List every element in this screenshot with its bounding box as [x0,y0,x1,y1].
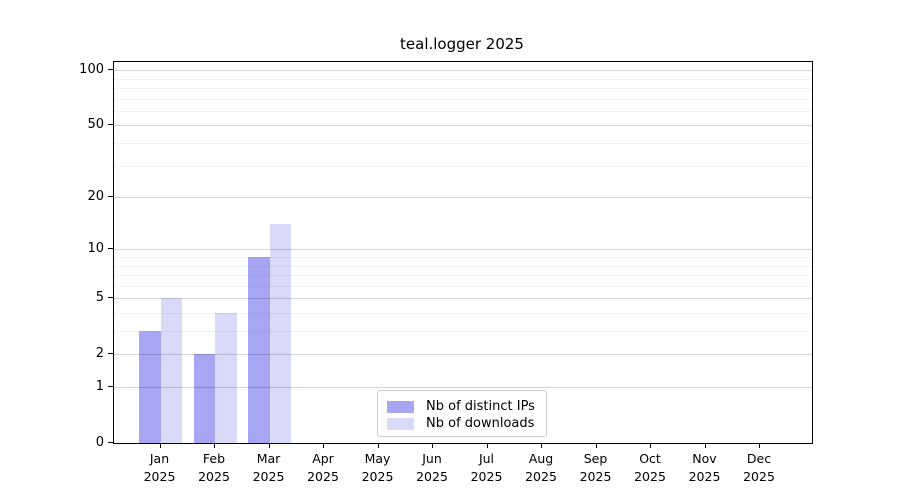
x-tick-year: 2025 [416,469,448,484]
x-tick-mark [704,443,706,448]
x-tick-year: 2025 [470,469,503,484]
x-tick-month: Mar [256,451,281,466]
x-tick-mark [759,443,760,448]
legend-swatch-downloads [387,417,414,430]
legend-item-downloads: Nb of downloads [387,415,537,432]
gridline-major [114,387,812,388]
gridline-major [114,70,812,72]
x-tick-label-nov: Nov 2025 [675,450,735,486]
x-tick-month: Oct [639,451,661,466]
gridline-major [114,298,812,300]
gridline-minor [114,265,812,267]
x-tick-year: 2025 [361,469,394,484]
x-tick-label-jun: Jun 2025 [402,450,462,486]
gridline-major [114,354,812,356]
gridline-minor [114,98,812,100]
y-tick-label: 0 [95,434,104,450]
y-tick-label: 100 [79,61,104,77]
x-tick-mark [214,443,215,448]
bar-feb-distinct-ips [193,354,215,443]
gridline-major [114,197,812,199]
y-tick-label: 50 [87,116,104,132]
x-tick-label-aug: Aug 2025 [511,450,571,486]
x-tick-year: 2025 [252,469,285,484]
bar-jan-distinct-ips [139,331,161,443]
y-tick-label: 1 [95,378,104,394]
x-tick-mark [650,443,651,448]
bar-mar-downloads [269,224,291,443]
gridline-major [114,125,812,127]
x-tick-label-feb: Feb 2025 [184,450,244,486]
legend-swatch-distinct-ips [387,400,414,413]
x-tick-year: 2025 [688,469,721,484]
x-tick-label-apr: Apr 2025 [293,450,353,486]
legend-label-downloads: Nb of downloads [426,416,535,431]
x-tick-month: Sep [583,451,608,466]
gridline-minor [114,257,812,258]
y-tick-mark [108,442,113,443]
gridline-minor [114,165,812,167]
x-tick-mark [159,443,161,448]
x-tick-mark [595,443,597,448]
y-tick-mark [108,353,113,355]
gridline-minor [114,312,812,314]
x-tick-label-sep: Sep 2025 [566,450,626,486]
x-tick-label-jul: Jul 2025 [457,450,517,486]
gridline-minor [114,143,812,145]
x-tick-month: Jan [149,451,170,466]
x-tick-month: Dec [746,451,772,466]
chart-title: teal.logger 2025 [400,35,524,53]
y-tick-label: 20 [87,188,104,204]
x-tick-month: Aug [528,451,554,466]
y-tick-label: 5 [95,289,104,305]
gridline-minor [114,110,812,112]
gridline-minor [114,285,812,287]
y-tick-mark [108,124,113,126]
plot-area [113,61,813,444]
y-tick-label: 10 [87,240,104,256]
x-tick-month: Nov [692,451,717,466]
x-tick-mark [541,443,542,448]
legend: Nb of distinct IPs Nb of downloads [377,390,547,437]
y-tick-label: 2 [95,345,104,361]
y-tick-mark [108,297,113,299]
x-tick-year: 2025 [198,469,230,484]
x-tick-month: Apr [312,451,334,466]
y-tick-mark [108,69,113,71]
x-tick-label-may: May 2025 [348,450,408,486]
x-tick-mark [432,443,433,448]
bar-jan-downloads [160,298,182,443]
x-tick-mark [486,443,488,448]
x-tick-label-jan: Jan 2025 [130,450,190,486]
x-tick-year: 2025 [579,469,612,484]
legend-item-distinct-ips: Nb of distinct IPs [387,398,537,415]
gridline-major [114,249,812,251]
x-tick-year: 2025 [307,469,339,484]
x-tick-year: 2025 [143,469,176,484]
x-tick-mark [268,443,270,448]
x-tick-month: May [364,451,391,466]
x-tick-year: 2025 [743,469,775,484]
x-tick-mark [323,443,324,448]
gridline-minor [114,78,812,80]
bar-mar-distinct-ips [248,257,270,443]
x-tick-label-oct: Oct 2025 [620,450,680,486]
x-tick-year: 2025 [525,469,557,484]
x-tick-mark [377,443,379,448]
gridline-minor [114,331,812,333]
gridline-minor [114,275,812,277]
x-tick-label-mar: Mar 2025 [239,450,299,486]
bar-feb-downloads [215,312,237,443]
y-tick-mark [108,248,113,250]
x-tick-year: 2025 [634,469,666,484]
x-tick-month: Feb [202,451,226,466]
x-tick-month: Jun [422,451,442,466]
y-tick-mark [108,196,113,198]
x-tick-month: Jul [478,451,495,466]
gridline-minor [114,88,812,90]
legend-label-distinct-ips: Nb of distinct IPs [426,399,535,414]
x-tick-label-dec: Dec 2025 [729,450,789,486]
y-tick-mark [108,386,113,387]
